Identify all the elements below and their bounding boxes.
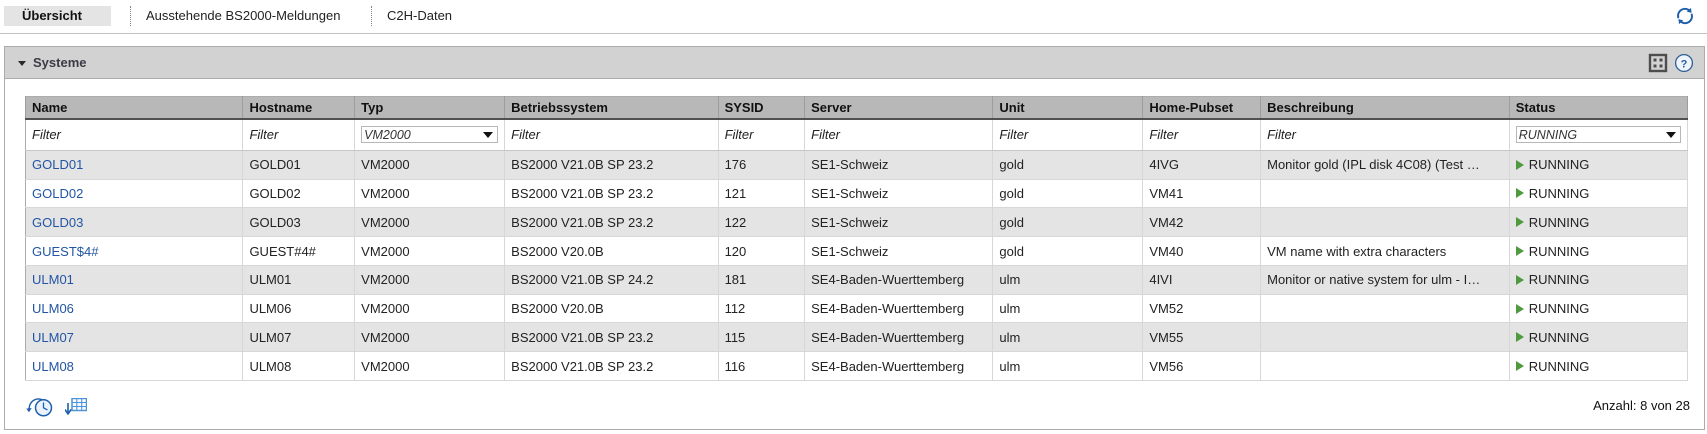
svg-text:?: ?	[1681, 59, 1688, 71]
